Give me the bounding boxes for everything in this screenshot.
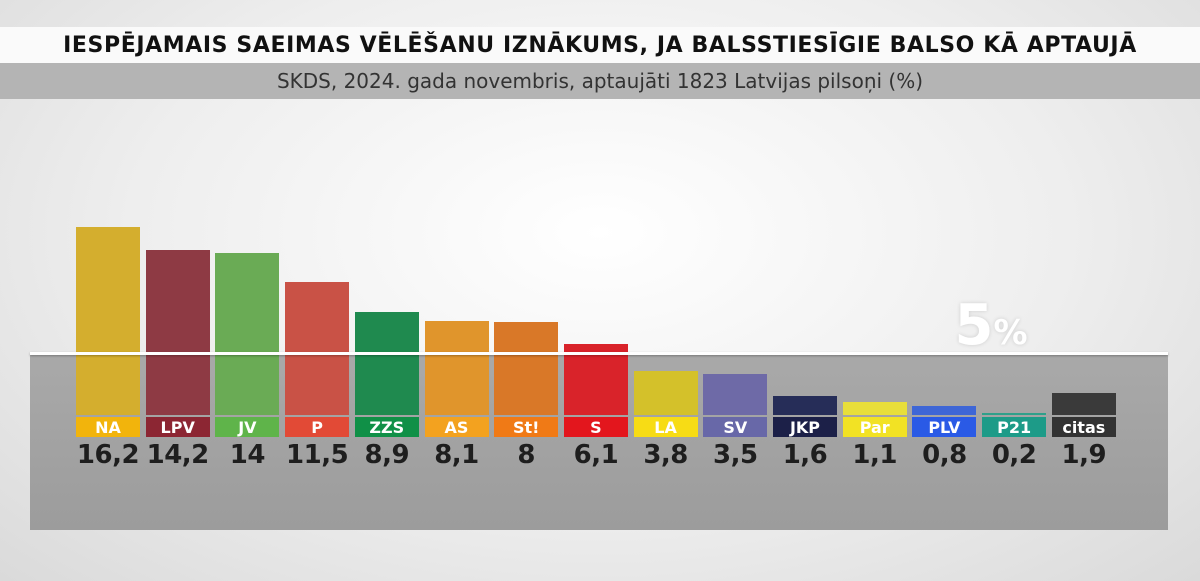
data-label: 16,2 <box>76 440 140 470</box>
category-label: P21 <box>982 417 1047 437</box>
bar-par <box>842 402 907 415</box>
data-label: 14,2 <box>146 440 210 470</box>
category-label: LA <box>633 417 698 437</box>
data-label: 3,8 <box>643 440 688 470</box>
category-label: Par <box>842 417 907 437</box>
data-label: 1,1 <box>852 440 897 470</box>
category-label: ZZS <box>354 417 419 437</box>
category-label: P <box>285 417 350 437</box>
data-label: 6,1 <box>573 440 619 470</box>
category-label: SV <box>703 417 768 437</box>
category-label: St! <box>494 417 559 437</box>
bar-lpv <box>145 250 210 415</box>
data-label: 0,2 <box>991 440 1037 470</box>
bar-plv <box>912 405 977 415</box>
category-label: NA <box>76 417 140 437</box>
data-label: 8,9 <box>364 440 410 470</box>
data-label: 0,8 <box>922 440 967 470</box>
category-label: JV <box>215 417 280 437</box>
data-label: 8,1 <box>434 440 479 470</box>
bar-la <box>633 370 698 415</box>
chart-title: IESPĒJAMAIS SAEIMAS VĒLĒŠANU IZNĀKUMS, J… <box>63 32 1137 58</box>
data-label: 11,5 <box>286 440 349 470</box>
category-label: S <box>563 417 628 437</box>
data-label: 8 <box>517 440 535 470</box>
bar-jkp <box>773 396 837 415</box>
bar-p <box>285 281 350 415</box>
subtitle-bar: SKDS, 2024. gada novembris, aptaujāti 18… <box>0 63 1200 99</box>
bar-na <box>76 227 140 415</box>
data-label: 14 <box>229 440 266 470</box>
category-label: LPV <box>145 417 210 437</box>
threshold-label: 5% <box>936 295 1046 364</box>
bar-p21 <box>982 412 1047 415</box>
bar-zzs <box>354 311 419 415</box>
bar-citas <box>1051 392 1116 415</box>
title-bar: IESPĒJAMAIS SAEIMAS VĒLĒŠANU IZNĀKUMS, J… <box>0 27 1200 63</box>
data-label: 3,5 <box>713 440 758 470</box>
threshold-unit: % <box>993 313 1028 353</box>
category-label: AS <box>424 417 489 437</box>
bar-st <box>494 322 559 415</box>
bar-s <box>563 344 628 415</box>
chart-subtitle: SKDS, 2024. gada novembris, aptaujāti 18… <box>276 69 924 93</box>
category-label: JKP <box>773 417 837 437</box>
bar-sv <box>703 374 768 415</box>
category-label: citas <box>1051 417 1116 437</box>
data-label: 1,9 <box>1061 440 1107 470</box>
threshold-line <box>30 352 1168 355</box>
bar-as <box>424 321 489 415</box>
category-label: PLV <box>912 417 977 437</box>
data-label: 1,6 <box>782 440 828 470</box>
bar-jv <box>215 252 280 415</box>
threshold-value: 5 <box>954 293 994 358</box>
